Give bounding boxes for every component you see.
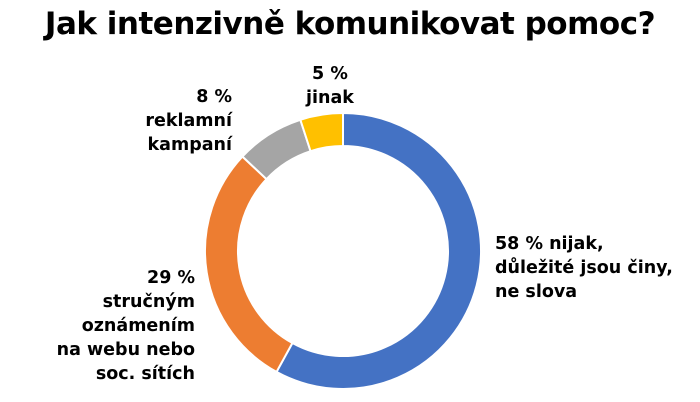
slice-jinak xyxy=(299,111,344,153)
label-line: reklamní xyxy=(145,111,232,131)
label-line: oznámením xyxy=(81,316,195,336)
label-line: na webu nebo xyxy=(56,340,195,360)
label-reklamni: 8 % reklamní kampaní xyxy=(145,85,232,157)
label-line: kampaní xyxy=(147,135,232,155)
label-jinak: 5 % jinak xyxy=(306,62,354,110)
label-line: 58 % nijak, xyxy=(495,234,604,254)
slice-strucnym xyxy=(204,155,294,374)
label-line: důležité jsou činy, xyxy=(495,258,673,278)
label-line: jinak xyxy=(306,88,354,108)
label-line: stručným xyxy=(102,292,195,312)
slice-nijak xyxy=(275,111,482,390)
label-nijak: 58 % nijak, důležité jsou činy, ne slova xyxy=(495,232,673,304)
label-line: soc. sítích xyxy=(95,364,195,384)
label-line: 29 % xyxy=(147,268,195,288)
label-line: ne slova xyxy=(495,282,578,302)
label-line: 5 % xyxy=(312,64,348,84)
label-line: 8 % xyxy=(196,87,232,107)
chart-title: Jak intenzivně komunikovat pomoc? xyxy=(44,6,656,42)
label-strucnym: 29 % stručným oznámením na webu nebo soc. sí… xyxy=(57,266,195,386)
